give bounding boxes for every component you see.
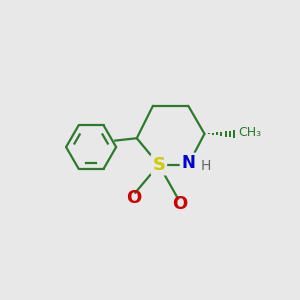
Text: O: O	[126, 189, 141, 207]
Text: O: O	[172, 195, 187, 213]
Text: S: S	[152, 156, 165, 174]
Text: N: N	[181, 154, 195, 172]
Text: H: H	[201, 159, 211, 173]
Text: CH₃: CH₃	[238, 126, 262, 139]
